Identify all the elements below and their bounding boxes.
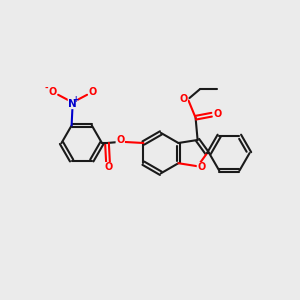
Text: O: O (89, 87, 97, 97)
Text: O: O (213, 109, 221, 119)
Text: O: O (197, 163, 206, 172)
Text: O: O (48, 87, 56, 97)
Text: N: N (68, 99, 77, 109)
Text: +: + (72, 95, 78, 104)
Text: O: O (104, 163, 113, 172)
Text: -: - (45, 84, 49, 93)
Text: O: O (116, 135, 124, 146)
Text: O: O (179, 94, 187, 104)
